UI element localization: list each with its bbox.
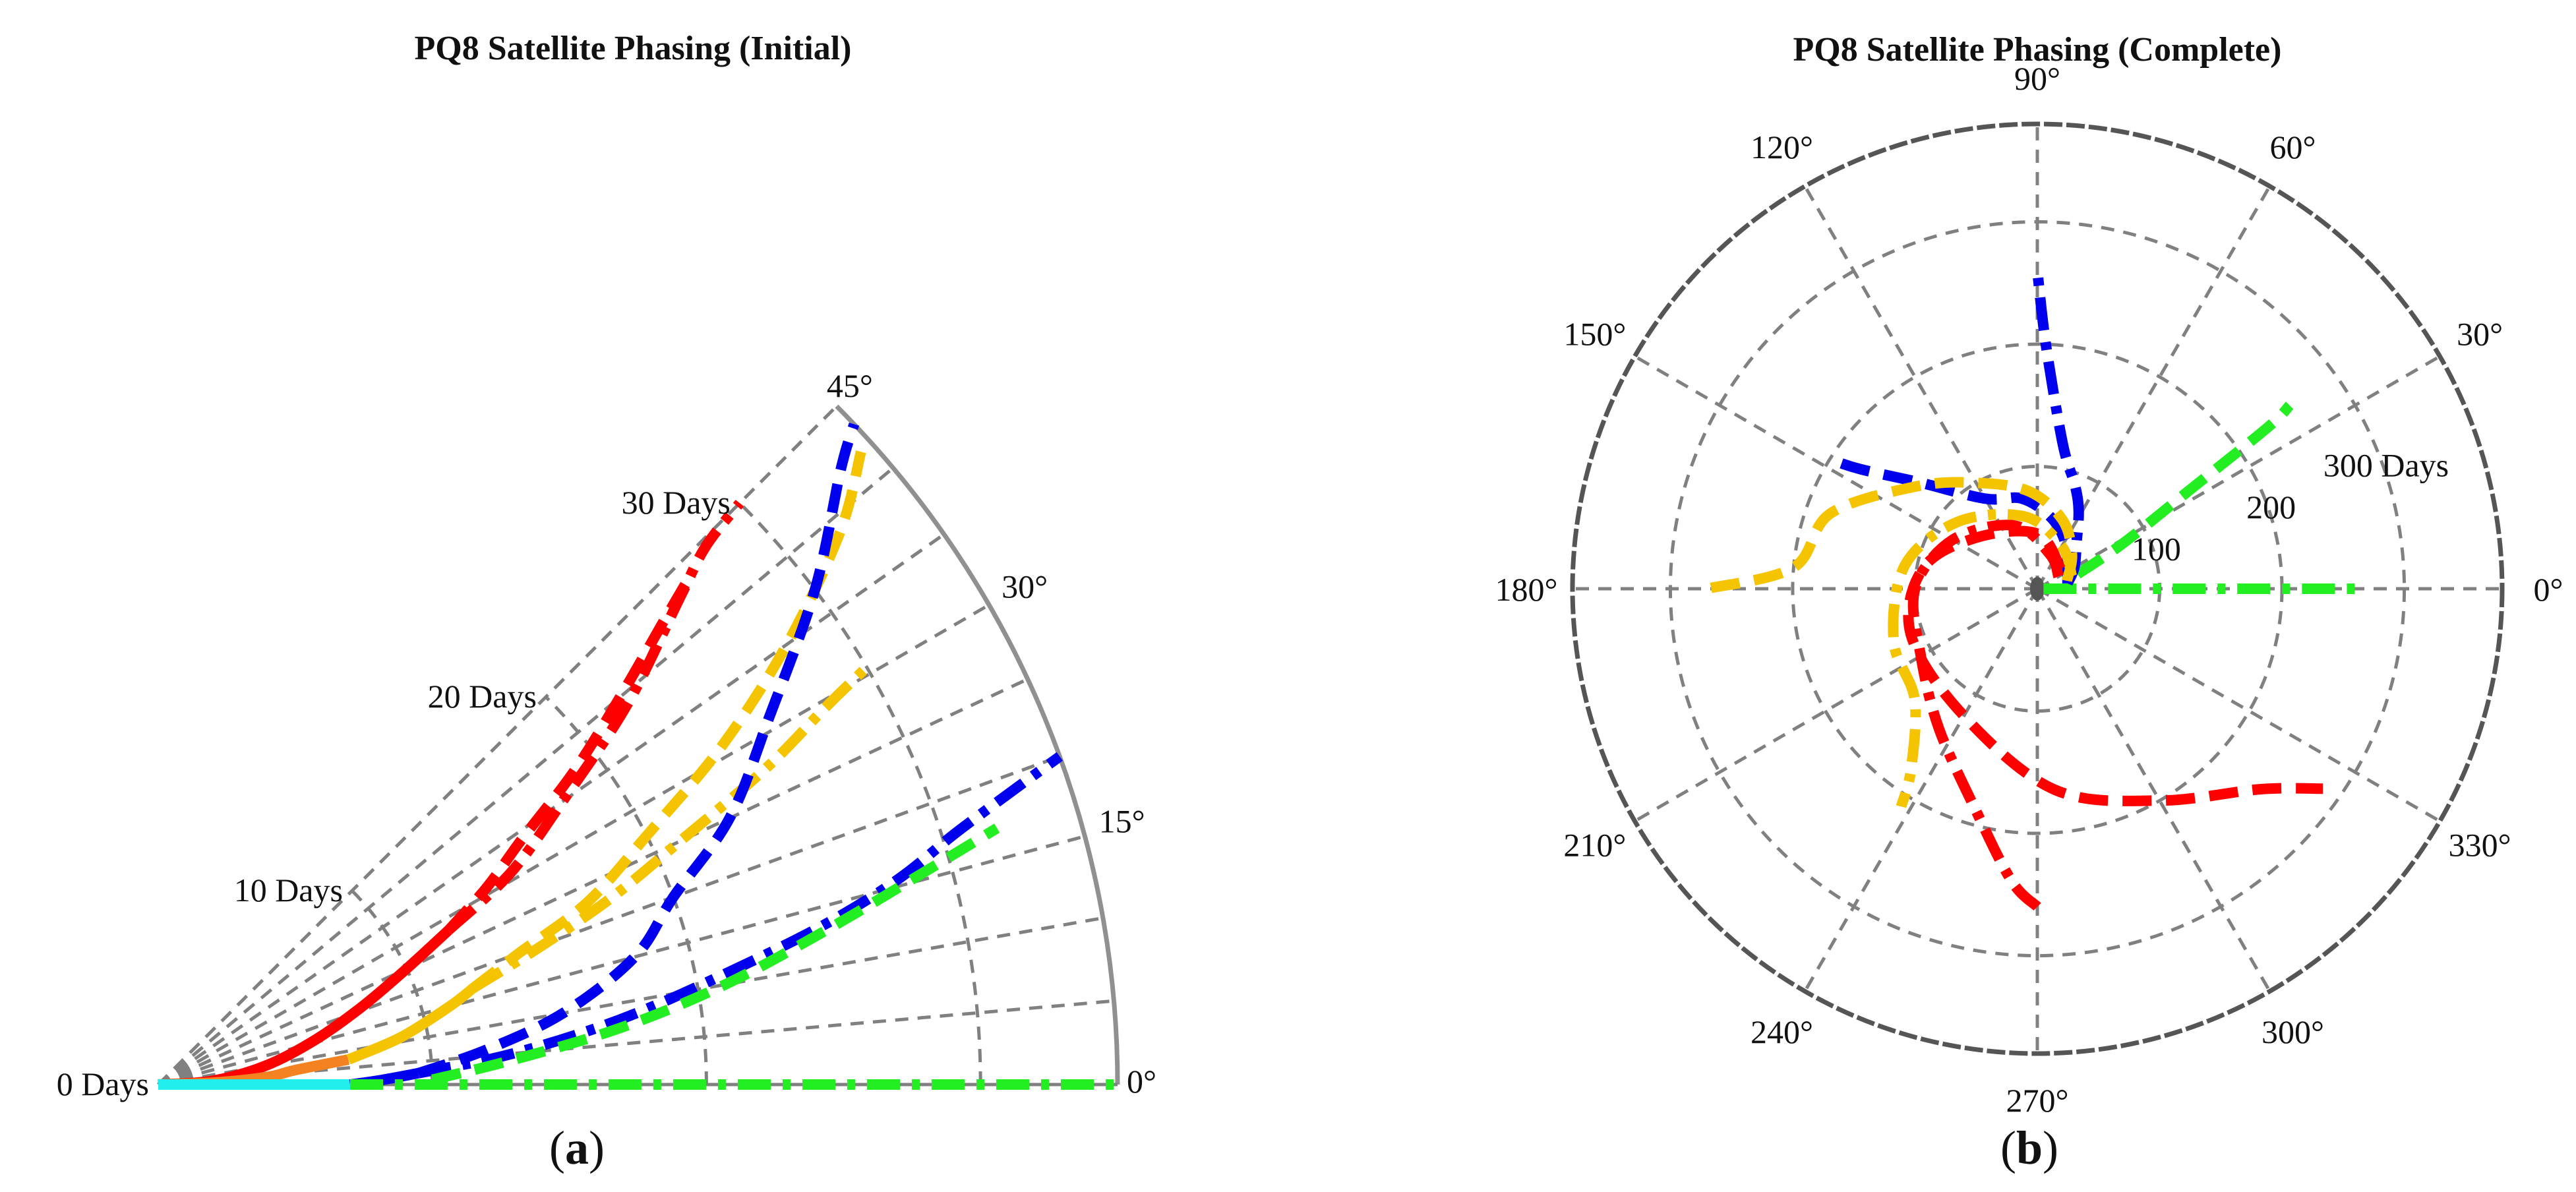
a-theta-tick-45: 45° — [827, 367, 873, 404]
b-spoke-330 — [2036, 587, 2441, 823]
b-spoke-240 — [1803, 587, 2039, 992]
b-theta-tick-0: 0° — [2534, 571, 2563, 608]
a-series-yellow-dashdot-5 — [469, 663, 871, 993]
a-series-green-dashed-12 — [431, 823, 1000, 1085]
b-series-yellow-dashdot-5 — [1888, 509, 2078, 808]
a-theta-tick-0: 0° — [1127, 1063, 1156, 1100]
chart-b-title: PQ8 Satellite Phasing (Complete) — [1793, 31, 2282, 69]
a-spoke-25 — [157, 677, 1029, 1087]
a-ring-10 — [351, 889, 434, 1085]
b-series-red-dashdot-6 — [1907, 520, 2064, 911]
b-theta-tick-90: 90° — [2014, 60, 2060, 97]
b-theta-tick-270: 270° — [2006, 1082, 2069, 1119]
a-ring-30 — [738, 502, 982, 1085]
a-spoke-20 — [158, 755, 1061, 1087]
a-series-blue-dashdot-9 — [417, 752, 1063, 1079]
b-spoke-150 — [1634, 355, 2039, 591]
b-spoke-210 — [1634, 587, 2039, 823]
a-spoke-10 — [158, 916, 1104, 1087]
b-theta-tick-240: 240° — [1751, 1013, 1813, 1050]
b-theta-tick-60: 60° — [2270, 129, 2316, 165]
a-spoke-30 — [157, 603, 990, 1087]
b-spoke-60 — [2035, 185, 2271, 590]
a-outer-arc — [835, 404, 1120, 1085]
panel-label-a: (a) — [549, 1121, 605, 1174]
chart-complete-phasing: PQ8 Satellite Phasing (Complete) 100 200 3… — [1495, 31, 2563, 1174]
panel-letter-b: b — [2016, 1121, 2043, 1174]
b-origin — [2030, 577, 2045, 601]
b-spoke-300 — [2035, 587, 2271, 992]
chart-b-tick-labels: 100 200 300 Days 0° 30° 60° 90° 120° 150° 180° 210… — [1495, 60, 2563, 1119]
b-series-yellow-dashed-4 — [1706, 477, 2078, 594]
b-outer-circle — [1570, 121, 2505, 1056]
b-theta-tick-150: 150° — [1563, 316, 1626, 353]
a-theta-tick-15: 15° — [1099, 803, 1145, 840]
panel-label-b: (b) — [2000, 1121, 2058, 1174]
chart-initial-phasing: PQ8 Satellite Phasing (Initial) 0 Days 10… — [57, 30, 1156, 1174]
b-theta-tick-120: 120° — [1751, 129, 1813, 165]
a-edge-45 — [157, 405, 838, 1086]
a-r-tick-10: 10 Days — [234, 872, 343, 909]
b-r-tick-200: 200 — [2246, 489, 2296, 525]
a-spoke-40 — [157, 466, 895, 1086]
a-series-red-dashdot-1 — [445, 500, 744, 934]
a-series-yellow-dashed-6 — [469, 450, 866, 993]
chart-b-grid — [1570, 121, 2505, 1056]
b-ring-300 — [1668, 220, 2407, 958]
b-theta-tick-180: 180° — [1495, 571, 1558, 608]
chart-a-tick-labels: 0 Days 10 Days 20 Days 30 Days 0° 15° 30° 45° — [57, 367, 1156, 1102]
b-theta-tick-210: 210° — [1563, 827, 1626, 864]
a-r-tick-30: 30 Days — [622, 484, 731, 521]
b-r-tick-100: 100 — [2132, 531, 2181, 568]
chart-a-title: PQ8 Satellite Phasing (Initial) — [415, 30, 852, 67]
b-series-green-dashed-1 — [2074, 402, 2294, 579]
a-r-tick-0: 0 Days — [57, 1065, 149, 1102]
a-theta-tick-30: 30° — [1002, 568, 1048, 605]
panel-letter-a: a — [565, 1121, 589, 1174]
a-series-yellow-solid-4 — [346, 984, 477, 1065]
chart-a-series — [158, 423, 1118, 1090]
b-ring-200 — [1791, 342, 2284, 835]
b-r-tick-300: 300 Days — [2323, 447, 2449, 484]
b-theta-tick-330: 330° — [2449, 827, 2511, 864]
b-theta-tick-300: 300° — [2261, 1013, 2324, 1050]
b-spoke-30 — [2036, 355, 2441, 591]
b-series-red-dashed-7 — [1903, 525, 2323, 806]
a-r-tick-20: 20 Days — [428, 678, 537, 715]
b-theta-tick-30: 30° — [2457, 316, 2503, 353]
chart-b-series — [1706, 270, 2356, 911]
a-series-red-dashed-2 — [444, 581, 690, 934]
a-series-blue-dashed-10 — [417, 423, 860, 1079]
